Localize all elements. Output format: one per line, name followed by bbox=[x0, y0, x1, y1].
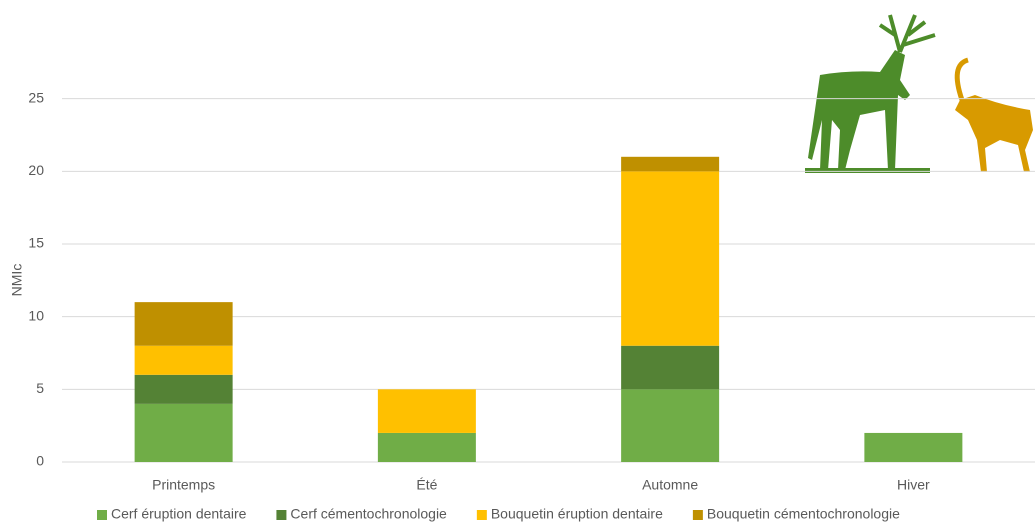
bar-segment bbox=[621, 389, 720, 462]
bar-segment bbox=[621, 156, 720, 172]
x-tick-label: Été bbox=[416, 477, 437, 493]
y-tick-label: 25 bbox=[28, 89, 44, 105]
y-tick-label: 15 bbox=[28, 235, 44, 251]
legend-label: Cerf éruption dentaire bbox=[111, 506, 247, 522]
bar-segment bbox=[864, 432, 963, 462]
y-tick-label: 0 bbox=[36, 453, 44, 469]
y-tick-label: 10 bbox=[28, 307, 44, 323]
x-tick-label: Hiver bbox=[897, 477, 930, 493]
x-tick-label: Automne bbox=[642, 477, 698, 493]
bar-segment bbox=[134, 345, 233, 375]
bar-segment bbox=[377, 389, 476, 433]
x-tick-label: Printemps bbox=[152, 477, 215, 493]
bar-segment bbox=[134, 302, 233, 346]
bar-segment bbox=[621, 345, 720, 390]
ibex-icon bbox=[954, 57, 1033, 172]
bar-segment bbox=[377, 432, 476, 462]
y-axis-label: NMIc bbox=[9, 264, 25, 297]
legend-swatch bbox=[692, 510, 703, 520]
bar-segment bbox=[134, 374, 233, 404]
legend-label: Bouquetin éruption dentaire bbox=[491, 506, 663, 522]
bar-segment bbox=[621, 171, 720, 346]
bar-segment bbox=[134, 403, 233, 462]
legend-label: Bouquetin cémentochronologie bbox=[707, 506, 900, 522]
deer-icon bbox=[805, 14, 936, 173]
y-tick-label: 20 bbox=[28, 162, 44, 178]
legend-swatch bbox=[276, 510, 287, 520]
legend-swatch bbox=[97, 510, 107, 520]
legend-label: Cerf cémentochronologie bbox=[290, 506, 447, 522]
y-tick-label: 5 bbox=[36, 380, 44, 396]
legend-swatch bbox=[476, 510, 487, 520]
